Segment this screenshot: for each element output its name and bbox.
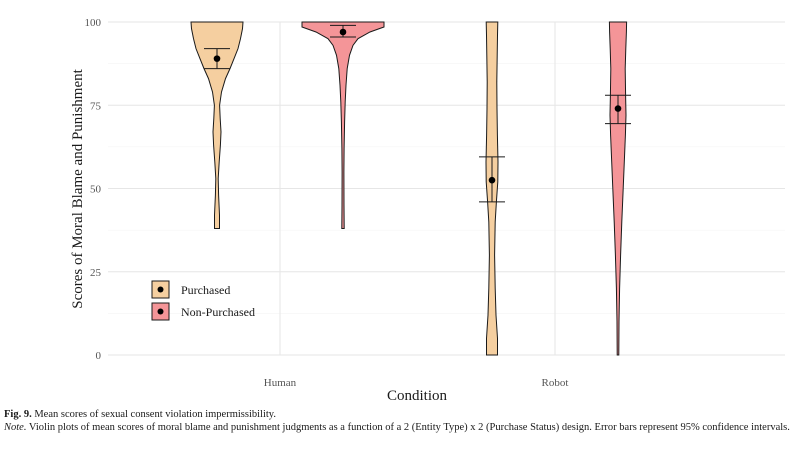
x-tick-labels: Human Robot	[264, 377, 569, 389]
mean-point	[488, 176, 496, 184]
y-tick-label: 50	[90, 184, 102, 196]
figure-label: Fig. 9.	[4, 409, 32, 420]
mean-point	[339, 28, 347, 36]
violin-purchased-human	[190, 21, 244, 229]
note-text: Violin plots of mean scores of moral bla…	[26, 422, 790, 433]
x-axis-title: Condition	[387, 388, 448, 404]
y-tick-label: 75	[90, 100, 102, 112]
figure-note: Note. Violin plots of mean scores of mor…	[4, 422, 794, 435]
legend: Purchased Non-Purchased	[151, 280, 255, 321]
error-bars	[204, 24, 631, 203]
figure-caption-text: Mean scores of sexual consent violation …	[31, 409, 276, 420]
y-tick-label: 0	[96, 350, 102, 362]
legend-swatch-dot	[157, 308, 164, 315]
mean-point	[614, 105, 622, 112]
y-tick-label: 25	[90, 267, 102, 279]
legend-swatch-dot	[157, 286, 164, 293]
y-axis-title: Scores of Moral Blame and Punishment	[70, 68, 86, 308]
legend-label: Purchased	[181, 283, 230, 297]
mean-point	[213, 55, 221, 62]
x-tick-label: Human	[264, 377, 297, 389]
violin-non-purchased-robot	[608, 21, 628, 356]
legend-label: Non-Purchased	[181, 305, 255, 319]
y-tick-label: 100	[85, 17, 102, 29]
figure-caption: Fig. 9. Mean scores of sexual consent vi…	[4, 409, 794, 422]
y-tick-labels: 0 25 50 75 100	[85, 17, 102, 362]
violin-chart: 0 25 50 75 100 Human Robot Condition Scores o…	[70, 17, 785, 404]
x-tick-label: Robot	[542, 377, 569, 389]
violin-non-purchased-human	[301, 21, 385, 229]
note-label: Note.	[4, 422, 27, 433]
